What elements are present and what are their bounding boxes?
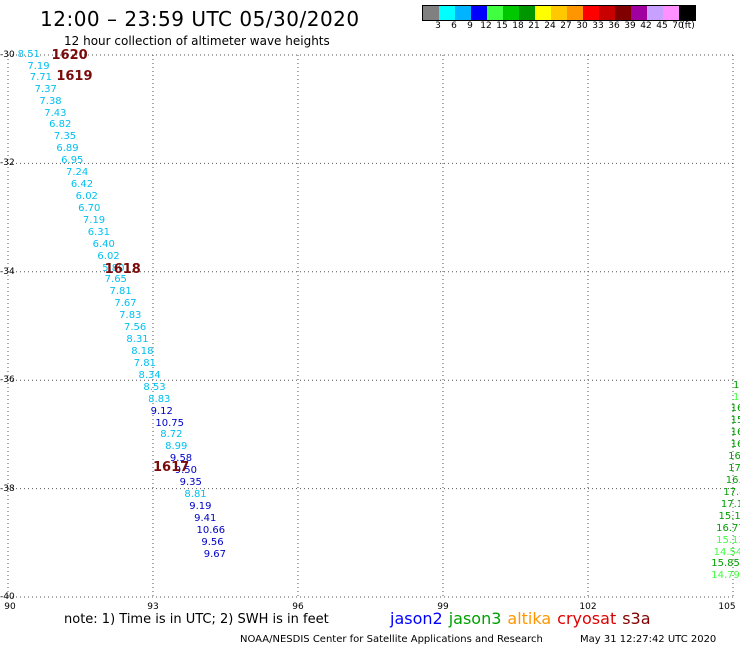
- wave-height-label: 14: [733, 393, 740, 403]
- wave-height-label: 16.3: [726, 476, 740, 486]
- wave-height-label: 7.56: [124, 323, 146, 333]
- wave-height-label: 8.51: [18, 50, 40, 60]
- wave-height-label: 7.19: [83, 216, 105, 226]
- wave-height-label: 8.81: [184, 490, 206, 500]
- wave-height-label: 15: [733, 381, 740, 391]
- wave-height-label: 6.89: [56, 144, 78, 154]
- wave-height-label: 8.31: [126, 335, 148, 345]
- generated-timestamp: May 31 12:27:42 UTC 2020: [580, 634, 716, 645]
- pass-number-label: 1617: [153, 461, 189, 474]
- wave-height-label: 6.40: [93, 240, 115, 250]
- lon-tick-label: 96: [292, 602, 303, 612]
- wave-height-label: 9.35: [180, 478, 202, 488]
- satellite-legend: jason2 jason3 altika cryosat s3a: [390, 609, 657, 628]
- wave-height-label: 7.67: [114, 299, 136, 309]
- wave-height-label: 7.71: [30, 73, 52, 83]
- wave-height-label: 7.19: [27, 62, 49, 72]
- wave-height-label: 8.99: [165, 442, 187, 452]
- wave-height-label: 6.02: [97, 252, 119, 262]
- wave-height-label: 10.66: [197, 526, 226, 536]
- wave-height-label: 10.75: [155, 419, 184, 429]
- wave-height-label: 9.41: [194, 514, 216, 524]
- wave-height-label: 16.: [728, 452, 740, 462]
- lat-tick-label: -30: [0, 50, 15, 60]
- wave-height-label: 8.72: [160, 430, 182, 440]
- wave-height-label: 7.43: [44, 109, 66, 119]
- wave-height-label: 7.81: [110, 287, 132, 297]
- wave-height-label: 9.12: [151, 407, 173, 417]
- lon-tick-label: 93: [147, 602, 158, 612]
- lat-tick-label: -32: [0, 158, 15, 168]
- lat-tick-label: -34: [0, 267, 15, 277]
- satellite-name-altika: altika: [507, 609, 551, 628]
- lon-tick-label: 90: [4, 602, 15, 612]
- wave-height-label: 6.82: [49, 120, 71, 130]
- wave-height-label: 8.18: [131, 347, 153, 357]
- wave-height-label: 7.24: [66, 168, 88, 178]
- wave-height-label: 6.70: [78, 204, 100, 214]
- wave-height-label: 14.54: [714, 548, 740, 558]
- wave-height-label: 7.38: [39, 97, 61, 107]
- pass-number-label: 1620: [52, 49, 88, 62]
- wave-height-label: 7.35: [54, 132, 76, 142]
- wave-height-label: 8.53: [143, 383, 165, 393]
- wave-height-label: 7.83: [119, 311, 141, 321]
- wave-height-label: 17.: [728, 464, 740, 474]
- credit-text: NOAA/NESDIS Center for Satellite Applica…: [240, 634, 543, 645]
- lon-tick-label: 105: [718, 602, 735, 612]
- lat-tick-label: -36: [0, 375, 15, 385]
- lat-tick-label: -38: [0, 484, 15, 494]
- wave-height-label: 16.: [731, 440, 740, 450]
- wave-height-label: 6.31: [88, 228, 110, 238]
- satellite-name-s3a: s3a: [622, 609, 650, 628]
- pass-number-label: 1619: [56, 70, 92, 83]
- wave-height-label: 7.37: [35, 85, 57, 95]
- wave-height-label: 7.81: [134, 359, 156, 369]
- wave-height-label: 9.19: [189, 502, 211, 512]
- wave-height-label: 8.34: [139, 371, 161, 381]
- satellite-name-cryosat: cryosat: [557, 609, 616, 628]
- wave-height-label: 9.56: [201, 538, 223, 548]
- wave-height-label: 15.85: [711, 559, 740, 569]
- wave-height-label: 16: [731, 428, 740, 438]
- wave-height-label: 17.1: [721, 500, 740, 510]
- satellite-name-jason2: jason2: [390, 609, 443, 628]
- wave-height-label: 15.1: [719, 512, 740, 522]
- wave-height-label: 15.13: [716, 536, 740, 546]
- wave-height-label: 8.83: [148, 395, 170, 405]
- footer-note: note: 1) Time is in UTC; 2) SWH is in fe…: [64, 612, 329, 627]
- wave-height-label: 6.95: [61, 156, 83, 166]
- wave-height-label: 15: [731, 416, 740, 426]
- wave-height-label: 16: [731, 404, 740, 414]
- wave-height-label: 6.02: [76, 192, 98, 202]
- wave-height-label: 14.79: [711, 571, 740, 581]
- wave-height-label: 6.42: [71, 180, 93, 190]
- wave-height-label: 17.4: [723, 488, 740, 498]
- wave-height-label: 9.67: [204, 550, 226, 560]
- pass-number-label: 1618: [105, 263, 141, 276]
- satellite-name-jason3: jason3: [449, 609, 502, 628]
- wave-height-label: 16.77: [716, 524, 740, 534]
- lat-tick-label: -40: [0, 592, 15, 602]
